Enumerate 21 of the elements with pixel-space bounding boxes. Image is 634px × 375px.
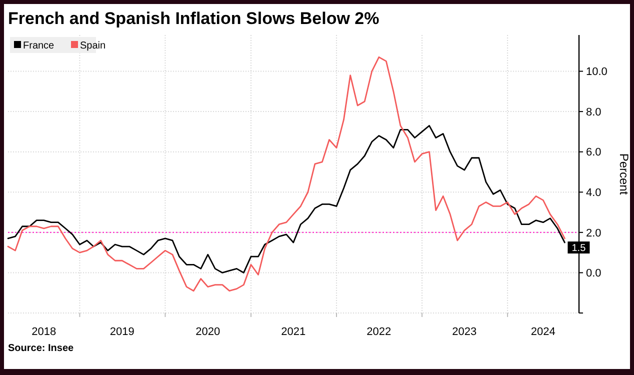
source-note: Source: Insee	[8, 343, 74, 354]
y-tick-label: 8.0	[586, 106, 602, 118]
data-label: 1.5	[572, 242, 586, 254]
y-axis-title: Percent	[617, 153, 631, 196]
x-tick-label: 2024	[530, 326, 556, 338]
line-series	[7, 124, 566, 274]
y-tick-label: 2.0	[586, 227, 602, 240]
y-tick-label: 4.0	[586, 186, 602, 199]
x-tick-label: 2023	[452, 326, 477, 338]
x-tick-label: 2021	[281, 326, 306, 338]
legend-label: France	[23, 40, 55, 52]
x-tick-label: 2020	[196, 326, 220, 338]
x-tick-label: 2022	[366, 326, 392, 338]
x-tick-label: 2019	[110, 326, 134, 338]
y-tick-label: 0.0	[586, 268, 602, 280]
legend-label: Spain	[80, 40, 106, 52]
line-series	[7, 56, 566, 292]
x-tick-label: 2018	[32, 326, 56, 338]
y-tick-label: 10.0	[586, 66, 608, 78]
y-tick-label: 6.0	[586, 146, 602, 159]
chart-title: French and Spanish Inflation Slows Below 2%	[8, 9, 380, 28]
